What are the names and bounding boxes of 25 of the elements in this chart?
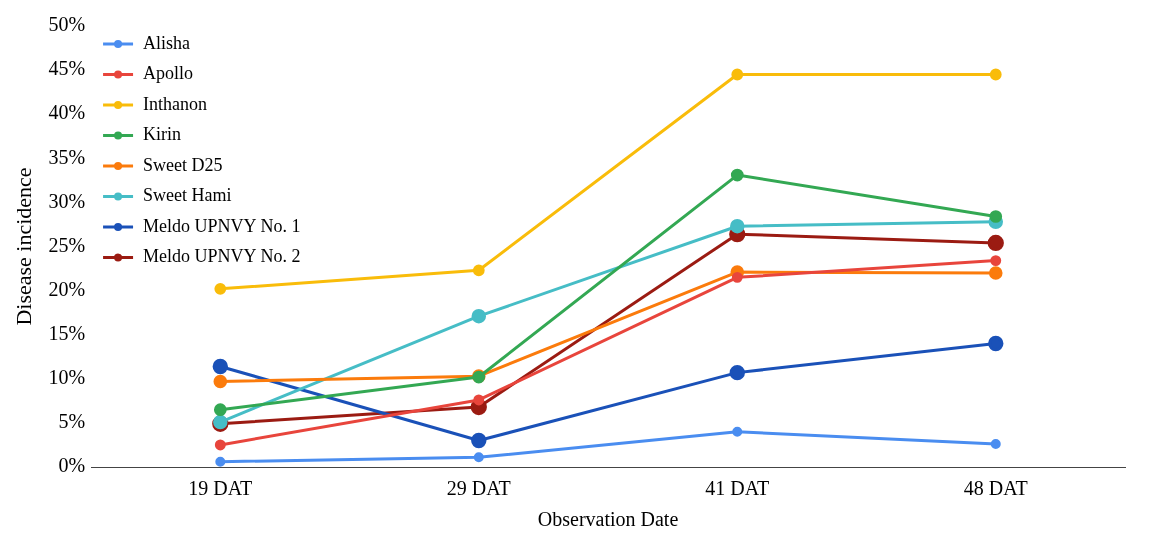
- x-tick-label: 29 DAT: [446, 477, 511, 500]
- y-tick-label: 5%: [58, 410, 86, 433]
- y-tick-label: 25%: [48, 233, 86, 256]
- legend-label: Kirin: [143, 124, 182, 145]
- x-tick-label: 19 DAT: [188, 477, 253, 500]
- y-tick-label: 10%: [48, 366, 86, 389]
- y-tick-label: 45%: [48, 57, 86, 80]
- legend-label: Meldo UPNVY No. 2: [143, 246, 301, 267]
- y-tick-label: 15%: [48, 321, 86, 344]
- y-tick-label: 0%: [58, 454, 86, 477]
- legend-label: Alisha: [143, 32, 191, 53]
- y-tick-label: 30%: [48, 189, 86, 212]
- legend-label: Sweet D25: [143, 154, 223, 175]
- x-tick-label: 48 DAT: [963, 477, 1028, 500]
- legend-label: Meldo UPNVY No. 1: [143, 215, 301, 236]
- y-tick-label: 20%: [48, 277, 86, 300]
- y-tick-label: 40%: [48, 101, 86, 124]
- x-tick-label: 41 DAT: [705, 477, 770, 500]
- legend-label: Inthanon: [143, 93, 208, 114]
- y-tick-label: 35%: [48, 145, 86, 168]
- legend-label: Sweet Hami: [143, 185, 232, 206]
- y-axis-title: Disease incidence: [10, 167, 36, 326]
- x-axis-title: Observation Date: [537, 508, 679, 531]
- legend-label: Apollo: [143, 63, 194, 84]
- y-tick-label: 50%: [48, 13, 86, 36]
